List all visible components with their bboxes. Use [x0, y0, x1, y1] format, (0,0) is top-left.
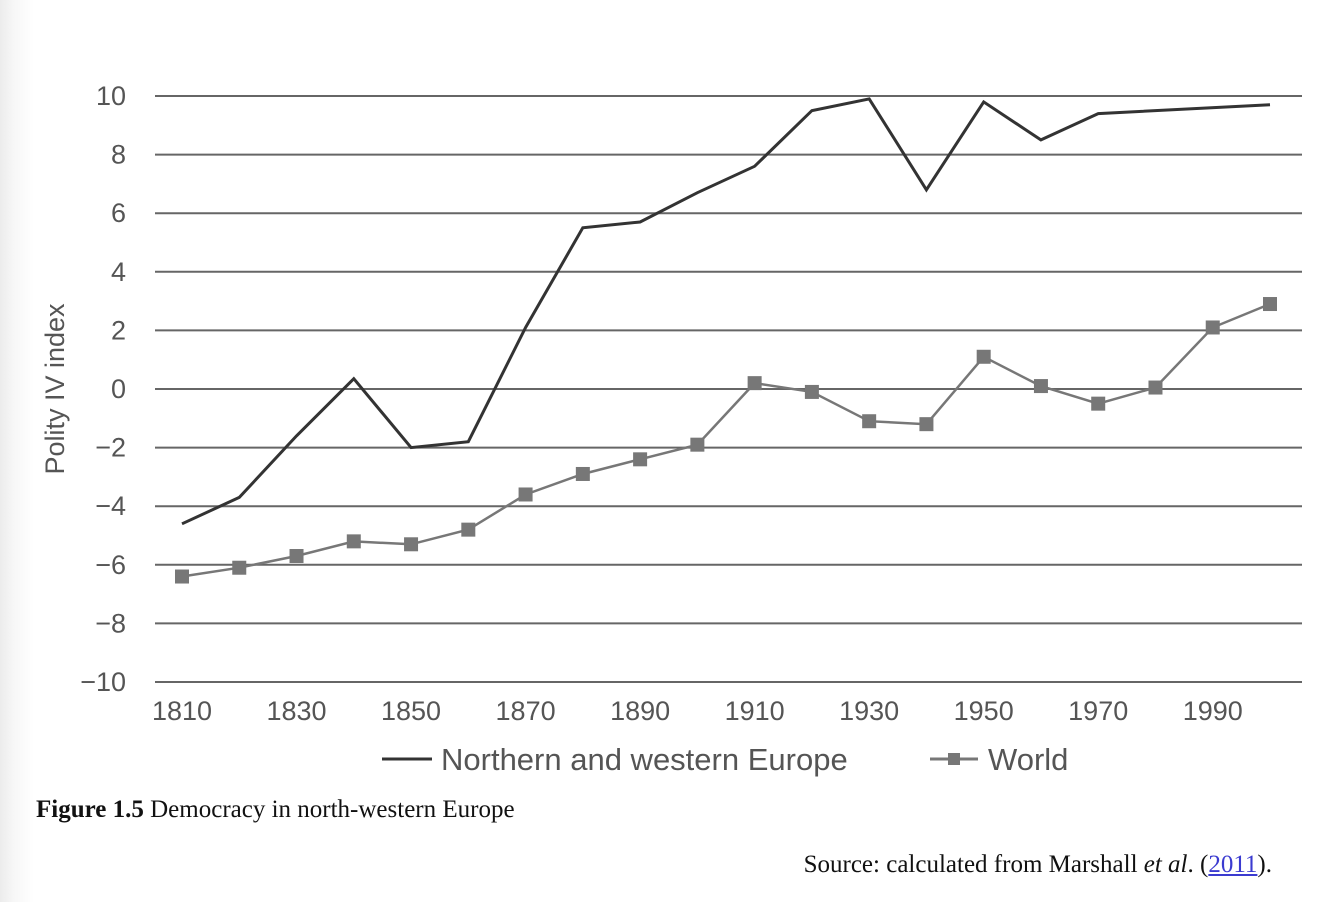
series-europe [181, 97, 1271, 526]
world-point [1091, 396, 1106, 411]
legend: Northern and western Europe World [382, 742, 1068, 777]
y-tick-label: 2 [111, 315, 126, 345]
world-point [346, 534, 361, 549]
x-tick-label: 1870 [496, 696, 556, 726]
y-tick-label: 4 [111, 257, 126, 287]
y-tick-label: 6 [111, 198, 126, 228]
world-point [804, 384, 819, 399]
x-tick-label: 1970 [1068, 696, 1128, 726]
world-point [404, 537, 419, 552]
world-point [690, 437, 705, 452]
world-point [976, 349, 991, 364]
y-axis-label: Polity IV index [40, 303, 70, 475]
x-tick-label: 1830 [266, 696, 326, 726]
figure-caption: Figure 1.5 Democracy in north-western Eu… [36, 796, 515, 824]
world-point [232, 560, 247, 575]
source-suffix: ). [1257, 851, 1272, 878]
y-tick-labels: 10 8 6 4 2 0 −2 −4 −6 −8 −10 [80, 81, 126, 697]
y-tick-label: −8 [95, 608, 126, 638]
world-point [461, 522, 476, 537]
y-tick-label: 8 [111, 140, 126, 170]
world-point [633, 452, 648, 467]
world-point [175, 569, 189, 584]
world-point [1205, 320, 1220, 335]
world-point [289, 549, 304, 564]
world-point [747, 376, 762, 391]
y-tick-label: 0 [111, 374, 126, 404]
world-point [575, 466, 590, 481]
x-tick-label: 1990 [1183, 696, 1243, 726]
y-tick-label: −4 [95, 491, 126, 521]
x-tick-label: 1890 [610, 696, 670, 726]
figure-number: Figure 1.5 [36, 796, 144, 823]
x-tick-labels: 1810 1830 1850 1870 1890 1910 1930 1950 1970 1990 [152, 696, 1243, 726]
legend-world-label: World [988, 742, 1068, 777]
source-year-link[interactable]: 2011 [1208, 851, 1258, 878]
source-note: Source: calculated from Marshall et al. … [804, 851, 1272, 879]
y-tick-label: −6 [95, 550, 126, 580]
x-tick-label: 1810 [152, 696, 212, 726]
x-tick-label: 1850 [381, 696, 441, 726]
x-tick-label: 1930 [839, 696, 899, 726]
y-tick-label: 10 [96, 81, 126, 111]
world-point [862, 414, 877, 429]
source-prefix: Source: calculated from Marshall [803, 851, 1144, 878]
series-layer [175, 97, 1277, 584]
x-tick-label: 1910 [725, 696, 785, 726]
series-world [175, 297, 1277, 584]
source-mid: . ( [1187, 851, 1209, 878]
world-line [181, 302, 1271, 578]
world-point [919, 417, 934, 432]
legend-world-marker [948, 753, 960, 765]
world-point [1263, 297, 1277, 312]
figure-title: Democracy in north-western Europe [150, 796, 515, 823]
y-tick-label: −10 [80, 667, 126, 697]
y-tick-label: −2 [95, 433, 126, 463]
world-point [518, 487, 533, 502]
legend-europe-label: Northern and western Europe [441, 742, 848, 777]
y-gridlines [155, 95, 1302, 683]
world-point [1148, 380, 1163, 395]
source-etal: et al [1143, 851, 1188, 878]
world-point [1033, 379, 1048, 394]
europe-line [181, 97, 1271, 526]
x-tick-label: 1950 [954, 696, 1014, 726]
